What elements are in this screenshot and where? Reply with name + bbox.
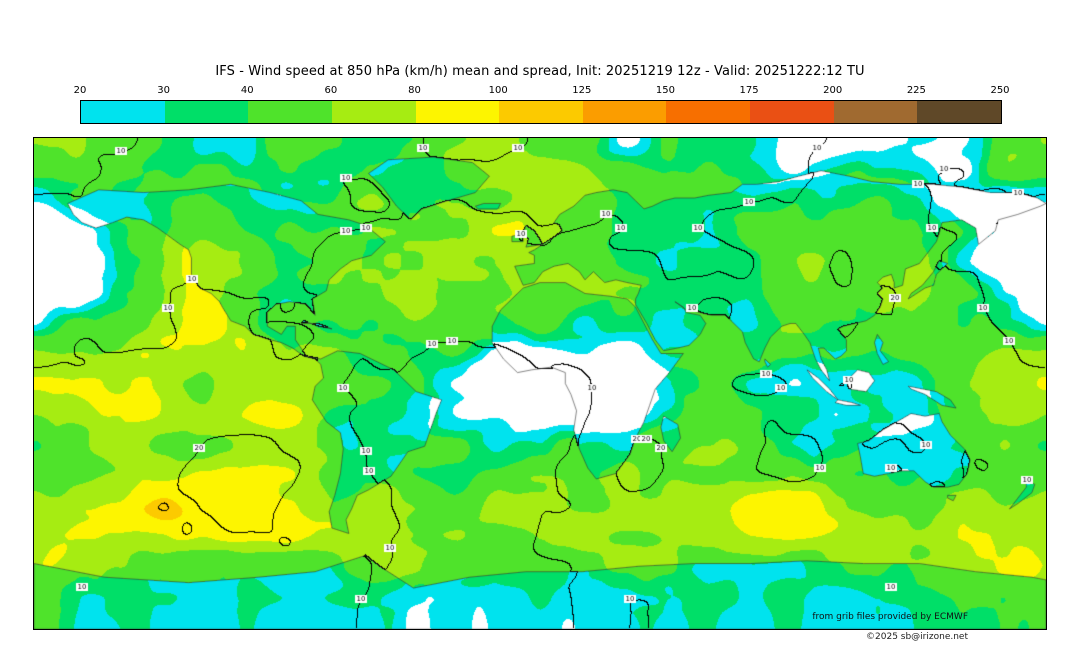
colorbar-tick: 225: [906, 85, 926, 96]
colorbar-segment: [415, 101, 500, 123]
colorbar: [80, 100, 1002, 124]
colorbar-segment: [750, 101, 834, 123]
colorbar-segment: [582, 101, 667, 123]
colorbar-segment: [164, 101, 249, 123]
colorbar-ticks: 20 30 40 60 80 100 125 150 175 200 225 250: [74, 85, 1010, 98]
colorbar-tick: 200: [823, 85, 843, 96]
colorbar-tick: 250: [990, 85, 1010, 96]
colorbar-segment: [666, 101, 751, 123]
colorbar-tick: 20: [73, 85, 87, 96]
map-frame: from grib files provided by ECMWF: [33, 137, 1047, 630]
colorbar-tick: 30: [157, 85, 170, 96]
colorbar-tick: 150: [655, 85, 675, 96]
colorbar-tick: 40: [240, 85, 254, 96]
colorbar-tick: 80: [408, 85, 421, 96]
colorbar-segment: [833, 101, 918, 123]
chart-title: IFS - Wind speed at 850 hPa (km/h) mean …: [215, 64, 865, 79]
colorbar-segment: [331, 101, 416, 123]
colorbar-tick: 60: [324, 85, 338, 96]
colorbar-tick: 100: [488, 85, 508, 96]
colorbar-segment: [248, 101, 332, 123]
colorbar-segment: [917, 101, 1002, 123]
provider-credit: from grib files provided by ECMWF: [812, 612, 968, 622]
colorbar-tick: 175: [739, 85, 759, 96]
colorbar-segment: [499, 101, 583, 123]
colorbar-segment: [81, 101, 165, 123]
colorbar-tick: 125: [572, 85, 592, 96]
copyright-credit: ©2025 sb@irizone.net: [866, 632, 968, 642]
wind-speed-map-canvas: [34, 138, 1046, 629]
